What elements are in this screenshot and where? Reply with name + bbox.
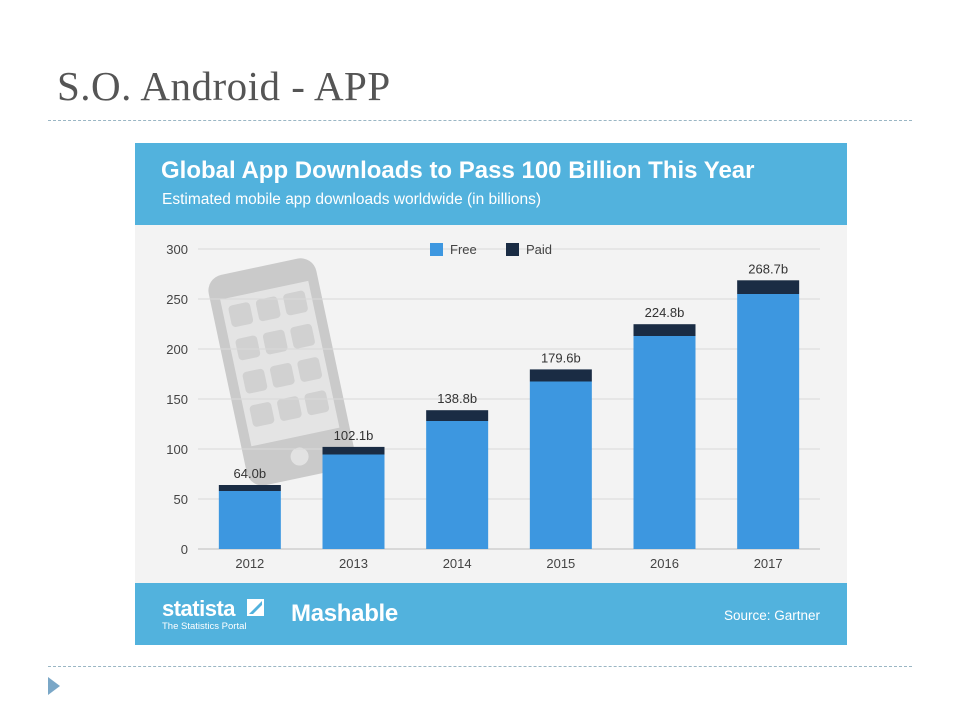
legend-swatch-paid <box>506 243 519 256</box>
bullet-triangle-icon <box>48 677 60 695</box>
y-tick-label: 0 <box>181 542 188 557</box>
chart-infographic: Global App Downloads to Pass 100 Billion… <box>135 143 847 645</box>
legend-label: Paid <box>526 242 552 257</box>
x-tick-label: 2014 <box>443 556 472 571</box>
bar-paid-2017 <box>737 280 800 294</box>
bar-chart: 0 50 100 150 200 250 300 64.0b 2012 102.1b 2013 13… <box>166 242 820 571</box>
app-icon <box>242 368 268 394</box>
app-icon <box>228 302 254 327</box>
y-tick-label: 100 <box>166 442 188 457</box>
phone-screen <box>220 280 340 447</box>
x-tick-label: 2017 <box>754 556 783 571</box>
data-label: 102.1b <box>334 428 374 443</box>
y-tick-label: 50 <box>174 492 188 507</box>
bar-free-2012 <box>218 491 281 549</box>
chart-legend: Free Paid <box>430 242 552 257</box>
bar-paid-2013 <box>322 446 385 455</box>
bar-free-2013 <box>322 454 385 549</box>
statista-logo: statista <box>162 596 236 621</box>
y-tick-label: 300 <box>166 242 188 257</box>
y-tick-label: 150 <box>166 392 188 407</box>
y-tick-label: 200 <box>166 342 188 357</box>
legend-swatch-free <box>430 243 443 256</box>
title-divider <box>48 120 912 121</box>
data-label: 268.7b <box>748 261 788 276</box>
app-icon <box>270 363 295 388</box>
app-icon <box>277 396 302 421</box>
app-icon <box>290 323 315 349</box>
bar-free-2017 <box>737 294 800 549</box>
phone-body <box>208 258 355 486</box>
y-tick-label: 250 <box>166 292 188 307</box>
slide-title: S.O. Android - APP <box>57 63 391 109</box>
bar-free-2015 <box>529 381 592 549</box>
statista-mark-icon <box>247 599 264 616</box>
bar-paid-2015 <box>529 369 592 382</box>
app-icon <box>304 390 330 416</box>
bar-paid-2016 <box>633 324 696 336</box>
x-tick-label: 2012 <box>235 556 264 571</box>
data-label: 224.8b <box>645 305 685 320</box>
x-tick-label: 2013 <box>339 556 368 571</box>
chart-header: Global App Downloads to Pass 100 Billion… <box>135 143 847 225</box>
chart-footer: statista The Statistics Portal Mashable … <box>135 583 847 645</box>
bar-free-2014 <box>426 421 489 549</box>
x-tick-label: 2015 <box>546 556 575 571</box>
app-icon <box>297 357 323 382</box>
chart-plot-area: 0 50 100 150 200 250 300 64.0b 2012 102.1b 2013 13… <box>135 225 847 583</box>
bars <box>218 280 800 549</box>
chart-title: Global App Downloads to Pass 100 Billion… <box>161 157 755 184</box>
app-icon <box>255 296 281 322</box>
app-icon <box>235 335 261 361</box>
data-label: 138.8b <box>437 391 477 406</box>
labels: 64.0b 2012 102.1b 2013 138.8b 2014 179.6b 2015 2… <box>234 261 788 571</box>
chart-subtitle: Estimated mobile app downloads worldwide… <box>162 191 542 208</box>
bar-paid-2012 <box>218 485 281 491</box>
x-tick-label: 2016 <box>650 556 679 571</box>
data-label: 64.0b <box>234 466 267 481</box>
app-icon <box>249 402 275 427</box>
app-icon <box>283 290 308 316</box>
home-button <box>290 447 309 466</box>
phone-frame <box>208 258 355 486</box>
app-icon <box>262 329 288 355</box>
gridlines: 0 50 100 150 200 250 300 <box>166 242 820 557</box>
smartphone-illustration <box>208 258 355 486</box>
statista-tagline: The Statistics Portal <box>162 621 247 632</box>
mashable-logo: Mashable <box>291 600 398 627</box>
source-note: Source: Gartner <box>723 608 820 623</box>
bar-free-2016 <box>633 336 696 549</box>
footer-divider <box>48 666 912 667</box>
legend-label: Free <box>450 242 477 257</box>
bar-paid-2014 <box>426 410 489 421</box>
data-label: 179.6b <box>541 350 581 365</box>
